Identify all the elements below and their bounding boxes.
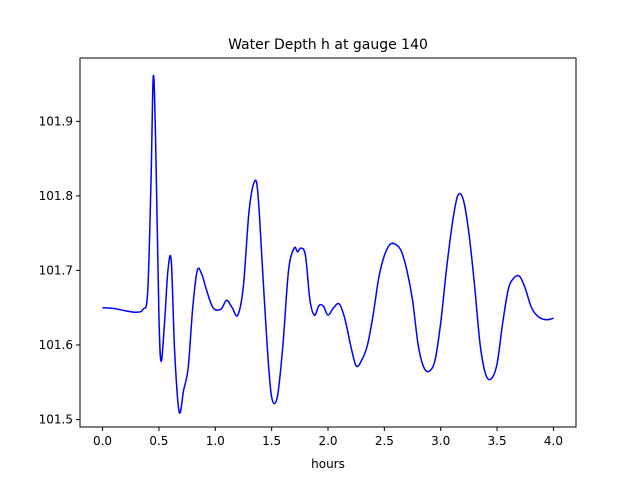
chart-title: Water Depth h at gauge 140 bbox=[228, 37, 428, 53]
x-tick-label: 3.5 bbox=[488, 434, 507, 448]
plot-area bbox=[102, 74, 554, 414]
x-tick-label: 0.0 bbox=[93, 434, 112, 448]
x-tick-label: 3.0 bbox=[431, 434, 450, 448]
x-tick-label: 4.0 bbox=[544, 434, 563, 448]
x-tick-label: 2.5 bbox=[375, 434, 394, 448]
y-tick-label: 101.7 bbox=[39, 263, 73, 277]
y-axis: 101.5 101.6 101.7 101.8 101.9 bbox=[39, 114, 80, 427]
y-tick-label: 101.8 bbox=[39, 189, 73, 203]
y-tick-label: 101.6 bbox=[39, 338, 73, 352]
x-tick-label: 1.0 bbox=[206, 434, 225, 448]
y-tick-label: 101.9 bbox=[39, 114, 73, 128]
x-tick-label: 2.0 bbox=[318, 434, 337, 448]
x-tick-label: 1.5 bbox=[262, 434, 281, 448]
x-axis-label: hours bbox=[311, 457, 345, 471]
x-tick-label: 0.5 bbox=[149, 434, 168, 448]
x-axis: 0.0 0.5 1.0 1.5 2.0 2.5 3.0 3.5 4.0 bbox=[93, 427, 563, 448]
series-line bbox=[102, 74, 554, 414]
y-tick-label: 101.5 bbox=[39, 413, 73, 427]
